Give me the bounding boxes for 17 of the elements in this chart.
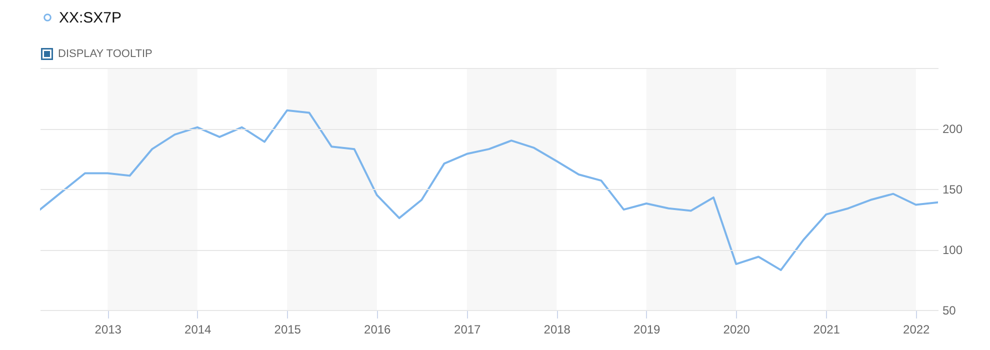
x-tick-label: 2022 (903, 322, 930, 336)
x-tick-label: 2019 (634, 322, 661, 336)
x-tick-label: 2020 (723, 322, 750, 336)
y-tick-label: 50 (942, 304, 956, 318)
x-tick-label: 2017 (454, 322, 482, 336)
x-tick-label: 2021 (813, 322, 840, 336)
x-tick-label: 2014 (184, 322, 212, 336)
y-tick-label: 150 (942, 182, 963, 196)
x-tick-label: 2018 (544, 322, 571, 336)
y-tick-label: 100 (942, 243, 963, 257)
x-tick-label: 2013 (94, 322, 122, 336)
text: DISPLAY TOOLTIP (58, 48, 152, 60)
legend-label: XX:SX7P (59, 10, 122, 26)
x-tick-label: 2016 (364, 322, 392, 336)
y-tick-label: 200 (942, 122, 963, 136)
x-tick-label: 2015 (274, 322, 302, 336)
line-series (40, 109, 938, 272)
